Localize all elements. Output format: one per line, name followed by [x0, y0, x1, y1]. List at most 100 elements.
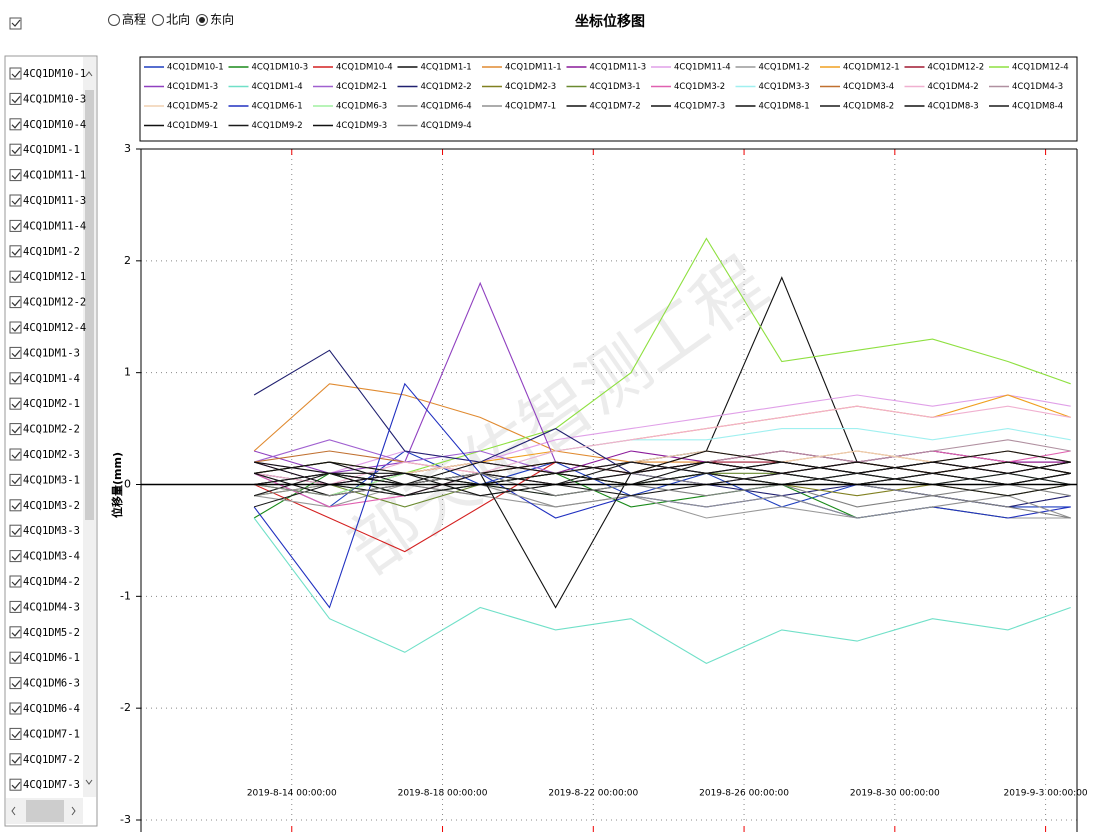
scroll-up[interactable] [85, 71, 93, 77]
list-checkbox[interactable] [9, 219, 22, 232]
y-tick-label: 2 [124, 254, 131, 267]
list-checkbox[interactable] [9, 118, 22, 131]
legend-label: 4CQ1DM11-4 [674, 63, 731, 73]
list-item-label: 4CQ1DM10-1 [23, 68, 86, 80]
list-item-label: 4CQ1DM1-2 [23, 246, 80, 258]
series-line [254, 461, 1071, 486]
legend-label: 4CQ1DM6-4 [421, 102, 472, 112]
check [11, 781, 21, 790]
list-checkbox[interactable] [9, 499, 22, 512]
list-checkbox[interactable] [9, 448, 22, 461]
radio-button[interactable] [108, 14, 120, 26]
scroll-right[interactable] [71, 806, 76, 816]
check [11, 375, 21, 383]
legend-label: 4CQ1DM8-4 [1012, 102, 1063, 112]
list-item-label: 4CQ1DM3-4 [23, 551, 80, 563]
check [11, 70, 21, 78]
check [11, 680, 21, 688]
list-item-label: 4CQ1DM6-4 [23, 703, 80, 715]
check [11, 146, 21, 155]
list-checkbox[interactable] [9, 92, 22, 105]
list-checkbox[interactable] [9, 677, 22, 690]
check [11, 350, 21, 358]
check [11, 172, 21, 180]
legend-label: 4CQ1DM11-3 [590, 63, 647, 73]
legend-label: 4CQ1DM2-2 [421, 82, 472, 92]
list-checkbox[interactable] [9, 423, 22, 436]
check [11, 426, 21, 434]
v-scroll-thumb[interactable] [85, 90, 94, 520]
x-tick-label: 2019-8-14 00:00:00 [247, 789, 337, 799]
legend-label: 4CQ1DM7-1 [505, 102, 556, 112]
list-checkbox[interactable] [9, 600, 22, 613]
list-checkbox[interactable] [9, 296, 22, 309]
check [11, 654, 21, 663]
list-checkbox[interactable] [9, 702, 22, 715]
x-tick-label: 2019-8-18 00:00:00 [398, 789, 488, 799]
series-line [253, 517, 1071, 665]
list-item-label: 4CQ1DM5-2 [23, 627, 80, 639]
chart-title: 坐标位移图 [575, 13, 645, 30]
legend-label: 4CQ1DM12-1 [843, 63, 900, 73]
scroll-left[interactable] [11, 806, 16, 816]
check [11, 19, 21, 27]
legend-label: 4CQ1DM9-3 [336, 121, 387, 131]
series-line [254, 405, 1071, 486]
list-item-label: 4CQ1DM10-3 [23, 93, 86, 105]
list-checkbox[interactable] [9, 473, 22, 486]
list-checkbox[interactable] [9, 575, 22, 588]
scroll-down[interactable] [85, 779, 93, 785]
list-checkbox[interactable] [9, 550, 22, 563]
legend-label: 4CQ1DM1-3 [167, 82, 218, 92]
list-checkbox[interactable] [9, 626, 22, 639]
series-line [254, 472, 1071, 519]
check [11, 273, 21, 282]
list-item-label: 4CQ1DM10-4 [23, 119, 86, 131]
h-scroll-thumb[interactable] [26, 800, 64, 822]
legend-box [139, 56, 1078, 142]
list-checkbox[interactable] [9, 372, 22, 385]
list-checkbox[interactable] [9, 169, 22, 182]
list-checkbox[interactable] [9, 397, 22, 410]
legend-label: 4CQ1DM3-4 [843, 82, 894, 92]
legend-label: 4CQ1DM1-1 [421, 63, 472, 73]
legend-label: 4CQ1DM7-2 [590, 102, 641, 112]
list-checkbox[interactable] [9, 245, 22, 258]
list-item-label: 4CQ1DM2-1 [23, 398, 80, 410]
select-all-checkbox[interactable] [9, 17, 22, 30]
legend-label: 4CQ1DM7-3 [674, 102, 725, 112]
list-checkbox[interactable] [9, 651, 22, 664]
check [11, 705, 21, 713]
list-checkbox[interactable] [9, 321, 22, 334]
legend-label: 4CQ1DM4-2 [928, 82, 979, 92]
check [11, 731, 21, 739]
check [11, 578, 21, 586]
list-item-label: 4CQ1DM4-2 [23, 576, 80, 588]
list-item-label: 4CQ1DM6-3 [23, 678, 80, 690]
list-item-label: 4CQ1DM12-4 [23, 322, 86, 334]
radio-button[interactable] [152, 14, 164, 26]
list-checkbox[interactable] [9, 753, 22, 766]
list-checkbox[interactable] [9, 270, 22, 283]
list-checkbox[interactable] [9, 143, 22, 156]
list-checkbox[interactable] [9, 778, 22, 791]
check [11, 527, 21, 536]
legend-label: 4CQ1DM12-2 [928, 63, 985, 73]
series-line [254, 450, 1071, 486]
list-checkbox[interactable] [9, 346, 22, 359]
x-tick-label: 2019-8-30 00:00:00 [850, 789, 940, 799]
list-item-label: 4CQ1DM4-3 [23, 601, 80, 613]
check [11, 248, 21, 256]
check [11, 96, 21, 104]
legend-label: 4CQ1DM9-4 [421, 121, 472, 131]
list-checkbox[interactable] [9, 727, 22, 740]
y-tick-label: -1 [120, 589, 131, 602]
check [11, 477, 21, 485]
list-checkbox[interactable] [9, 524, 22, 537]
list-checkbox[interactable] [9, 194, 22, 207]
legend-label: 4CQ1DM5-2 [167, 102, 218, 112]
y-tick-label: 0 [124, 478, 131, 491]
list-checkbox[interactable] [9, 67, 22, 80]
series-line [254, 394, 1071, 474]
